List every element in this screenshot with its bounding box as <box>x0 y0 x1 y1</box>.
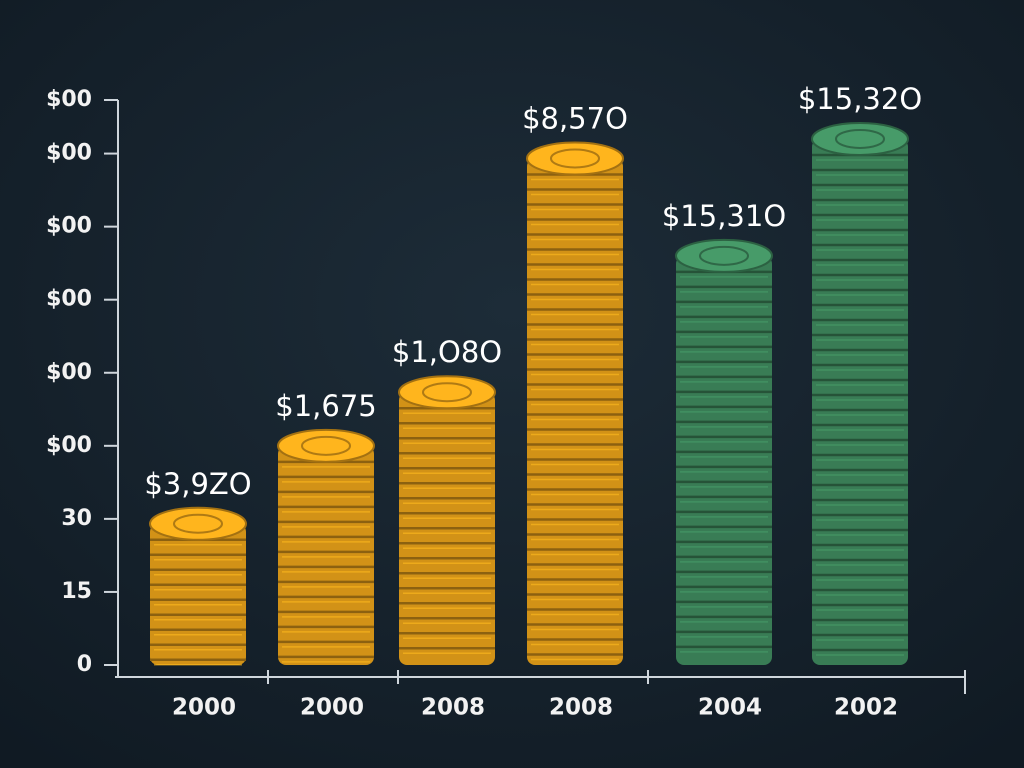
x-tick-label: 2004 <box>698 695 762 721</box>
x-tick-label: 2008 <box>549 695 613 721</box>
coin-stack <box>398 375 496 665</box>
x-tick-label: 2000 <box>300 695 364 721</box>
y-tick-label: 15 <box>61 579 92 604</box>
value-annotation: $15,31O <box>662 199 786 233</box>
value-annotation: $15,32O <box>798 82 922 116</box>
coin-stack <box>526 141 624 665</box>
y-tick-label: $00 <box>46 214 92 239</box>
x-tick-label: 2002 <box>834 695 898 721</box>
stack-body <box>278 445 374 665</box>
y-tick-label: 30 <box>61 506 92 531</box>
y-tick-label: $00 <box>46 87 92 112</box>
coin-emblem <box>173 513 223 534</box>
y-tick-label: $00 <box>46 141 92 166</box>
value-annotation: $3,9ZO <box>144 467 251 501</box>
y-tick-label: $00 <box>46 433 92 458</box>
coin-emblem <box>422 382 472 403</box>
coin-stack <box>675 238 773 666</box>
x-tick-label: 2008 <box>421 695 485 721</box>
value-annotation: $8,57O <box>522 101 628 135</box>
coin-top <box>277 428 375 463</box>
coin-emblem <box>550 148 600 169</box>
stack-body <box>676 255 772 666</box>
y-tick-label: 0 <box>77 652 92 677</box>
y-tick-label: $00 <box>46 287 92 312</box>
coin-stack <box>149 506 247 666</box>
value-annotation: $1,O8O <box>392 335 502 369</box>
value-annotation: $1,675 <box>275 389 376 423</box>
coin-top <box>675 238 773 273</box>
coin-stack <box>811 121 909 665</box>
x-tick-label: 2000 <box>172 695 236 721</box>
stack-body <box>812 138 908 665</box>
coin-top <box>149 506 247 541</box>
coin-top <box>526 141 624 176</box>
coin-emblem <box>699 245 749 266</box>
coin-top <box>811 121 909 156</box>
coin-emblem <box>835 128 885 149</box>
coin-top <box>398 375 496 410</box>
y-tick-label: $00 <box>46 360 92 385</box>
coin-emblem <box>301 435 351 456</box>
coin-stack <box>277 428 375 665</box>
